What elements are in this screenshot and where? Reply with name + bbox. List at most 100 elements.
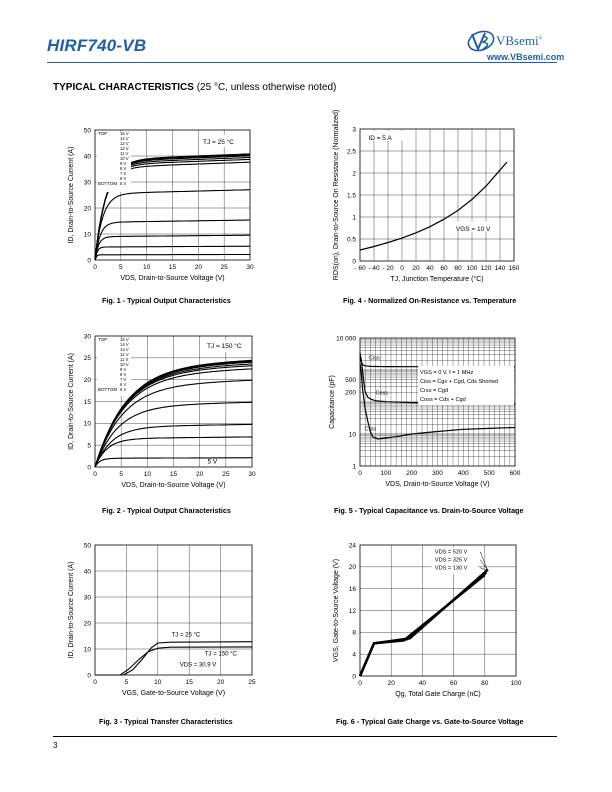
x-tick-label: 0 [400,265,404,272]
y-tick-label: 0 [87,257,91,264]
y-tick-label: 12 [349,608,357,615]
fig1-caption: Fig. 1 - Typical Output Characteristics [102,296,231,305]
y-tick-label: 10 000 [336,335,356,342]
y-tick-label: 200 [345,390,356,397]
fig6-caption: Fig. 6 - Typical Gate Charge vs. Gate-to… [336,717,524,726]
x-tick-label: 5 [119,471,123,478]
x-tick-label: 5 [119,264,123,271]
legend-entry: VDS = 325 V [435,558,468,564]
y-tick-label: 10 [349,431,357,438]
legend-top-label: TOP [98,337,107,342]
annotation-box [367,130,403,141]
curve-7v [94,423,253,468]
y-axis-label: ID, Drain-to-Source Current (A) [68,562,75,659]
y-axis-label: Capacitance (pF) [329,375,336,429]
x-tick-label: 0 [93,471,97,478]
legend-pointer [479,551,489,571]
x-axis-label: VDS, Drain-to-Source Voltage (V) [121,482,225,489]
x-tick-label: 200 [406,470,417,477]
vbsemi-logo-icon [467,30,495,52]
x-tick-label: 20 [195,264,203,271]
plot-frame [359,337,516,467]
curve-crss [359,363,516,440]
x-tick-label: 80 [481,680,489,687]
y-tick-label: 5 [87,442,91,449]
footer-rule [53,736,557,737]
y-tick-label: 2.5 [347,148,356,155]
legend-box [97,338,131,396]
curve-8v [94,401,252,468]
plot-frame [94,335,253,468]
y-axis-label: VGS, Gate-to-Source Voltage (V) [333,559,340,662]
y-tick-label: 10 [84,421,92,428]
legend-entry: 11 V [120,151,129,156]
y-tick-label: 30 [84,333,92,340]
x-tick-label: 0 [358,680,362,687]
y-tick-label: 50 [84,127,92,134]
y-tick-label: 8 [352,630,356,637]
y-tick-label: 40 [84,568,92,575]
curve-5v [94,253,250,261]
y-tick-label: 30 [84,594,92,601]
vds-annotation: VDS = 30.9 V [180,663,217,669]
x-tick-label: 10 [154,679,162,686]
legend-entry: 12 V [120,352,129,357]
fig4-on-resistance-chart: - 60- 40- 20 0 20 40 60 80 100 120 140 160 0 0.5 1 1.… [333,110,520,283]
y-tick-label: 1 [352,463,356,470]
tj-annotation: TJ = 150 °C [207,342,242,350]
x-tick-label: - 20 [382,265,394,272]
fig4-caption: Fig. 4 - Normalized On-Resistance vs. Te… [343,296,517,305]
x-tick-label: 40 [426,265,434,272]
x-tick-label: - 60 [354,265,366,272]
y-tick-label: 10 [84,231,92,238]
y-tick-label: 20 [84,377,92,384]
y-tick-label: 50 [84,542,92,549]
plot-frame [94,129,251,261]
fig6-gate-charge-chart: 0 20 40 60 80 100 0 4 8 12 16 20 24 Qg, Total Gate Ch… [333,542,522,698]
y-tick-label: 3 [352,126,356,133]
curve-6v [94,436,252,468]
x-tick-label: 500 [484,470,495,477]
legend-entry: 8 V [120,166,126,171]
y-tick-label: 15 [84,399,92,406]
legend-entry: 10 V [120,156,129,161]
legend-pointer [480,567,489,571]
ciss-label: Ciss [369,356,380,362]
x-tick-label: 60 [440,265,448,272]
y-tick-label: 0 [87,672,91,679]
y-tick-label: 0 [87,464,91,471]
legend-entry: 10 V [120,362,129,367]
brand-url[interactable]: www.VBsemi.com [487,52,565,62]
x-tick-label: 400 [458,470,469,477]
legend-entry: 14 V [120,136,129,141]
legend-entry: Crss = Cgd [420,388,448,394]
x-tick-label: 20 [388,680,396,687]
x-tick-label: 20 [412,265,420,272]
legend-entry: 15 V [120,337,129,342]
y-tick-label: 1 [352,214,356,221]
x-tick-label: 140 [495,265,506,272]
legend-entry: 6 V [120,176,126,181]
fig3-caption: Fig. 3 - Typical Transfer Characteristic… [99,717,233,726]
legend-bottom-label: BOTTOM [98,181,117,186]
plot-frame [359,544,517,677]
y-tick-label: 0 [352,258,356,265]
vgs-annotation: VGS = 10 V [456,226,491,233]
y-tick-label: 0 [352,673,356,680]
x-tick-label: 20 [217,679,225,686]
y-tick-label: 4 [352,651,356,658]
header-rule [47,62,557,63]
annotation-box [454,221,497,232]
y-tick-label: 0.5 [347,236,356,243]
legend-bottom-label: BOTTOM [98,387,117,392]
x-tick-label: 10 [143,264,151,271]
curve-9v [94,379,252,468]
tj150-annotation: TJ = 150 °C [205,652,238,658]
x-tick-label: - 40 [368,265,380,272]
x-axis-label: VDS, Drain-to-Source Voltage (V) [385,481,489,488]
fig2-caption: Fig. 2 - Typical Output Characteristics [102,506,231,515]
x-tick-label: 30 [248,471,256,478]
id-annotation: ID = 5 A [368,135,392,142]
y-tick-label: 20 [84,205,92,212]
page-number: 3 [53,741,58,750]
